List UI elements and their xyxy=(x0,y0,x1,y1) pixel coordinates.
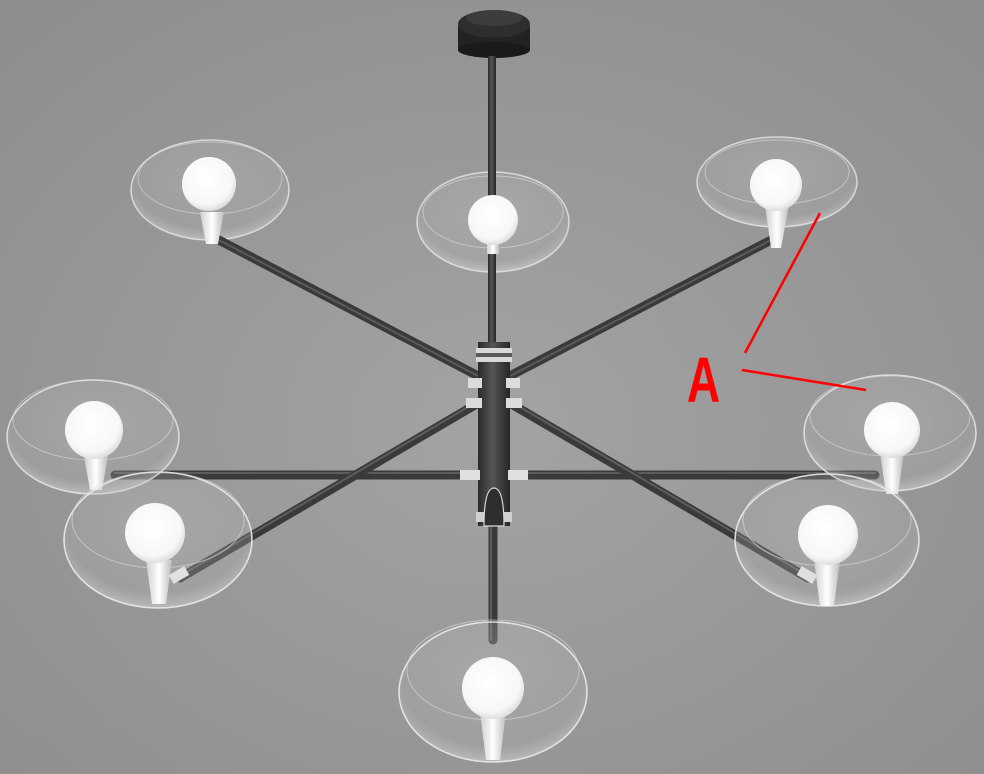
lamp-bottom xyxy=(462,657,524,760)
lamp-lower-right xyxy=(796,505,858,606)
lamp-lower-left xyxy=(125,503,190,604)
lamp-top-center xyxy=(468,195,518,254)
arm-rods xyxy=(110,233,880,645)
callout-label: A xyxy=(687,345,720,416)
callout-leader-lower xyxy=(741,368,867,392)
callout-leader-upper xyxy=(743,212,822,354)
lamp-top-left xyxy=(182,157,236,244)
ceiling-canopy xyxy=(458,10,530,58)
lamp-top-right xyxy=(750,159,802,248)
lamp-right xyxy=(864,402,920,494)
central-hub xyxy=(460,342,528,527)
callout-a: A xyxy=(687,212,867,416)
lamp-left xyxy=(65,401,123,490)
